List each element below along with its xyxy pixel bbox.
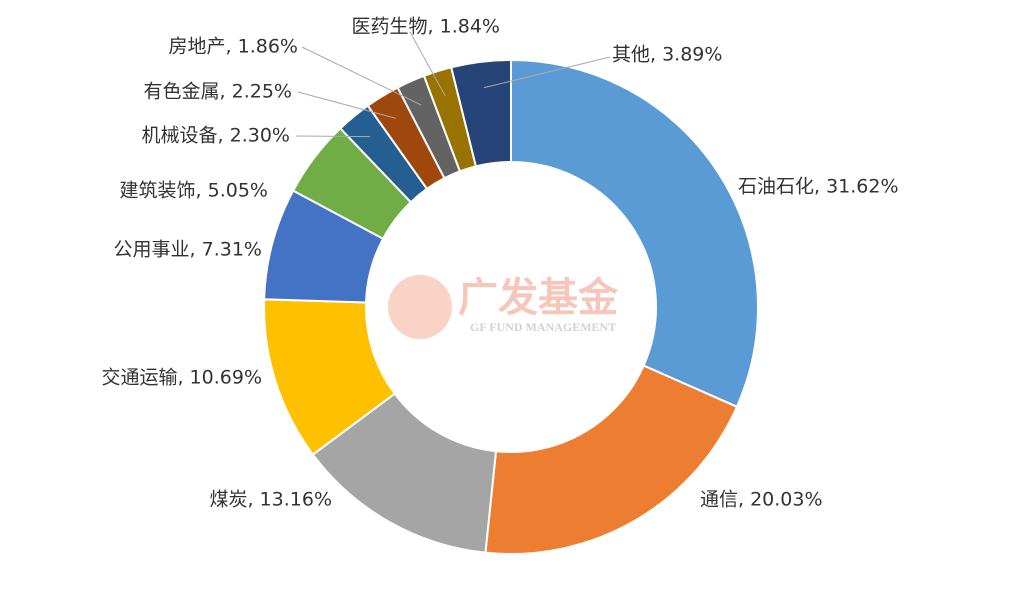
watermark-title: 广发基金 (458, 275, 619, 321)
data-label: 通信, 20.03% (700, 489, 823, 511)
watermark-subtitle: GF FUND MANAGEMENT (470, 320, 616, 334)
data-label: 其他, 3.89% (612, 44, 722, 66)
leader-line (483, 56, 611, 89)
data-label: 煤炭, 13.16% (209, 489, 332, 511)
data-label: 建筑装饰, 5.05% (120, 180, 268, 202)
data-label: 交通运输, 10.69% (101, 367, 262, 389)
leader-line (301, 46, 422, 106)
leader-line (295, 135, 371, 138)
data-label: 医药生物, 1.84% (352, 16, 500, 38)
donut-slice (510, 58, 759, 409)
donut-slice (484, 364, 739, 555)
data-label: 石油石化, 31.62% (738, 176, 899, 198)
data-label: 房地产, 1.86% (169, 36, 298, 58)
data-label: 机械设备, 2.30% (142, 125, 290, 147)
donut-slice (450, 58, 512, 168)
leader-line (409, 31, 446, 97)
leader-line (297, 91, 397, 119)
watermark: 广发基金 GF FUND MANAGEMENT (388, 275, 619, 339)
data-label: 公用事业, 7.31% (114, 239, 262, 261)
watermark-logo (388, 275, 452, 339)
data-label: 有色金属, 2.25% (144, 81, 292, 103)
